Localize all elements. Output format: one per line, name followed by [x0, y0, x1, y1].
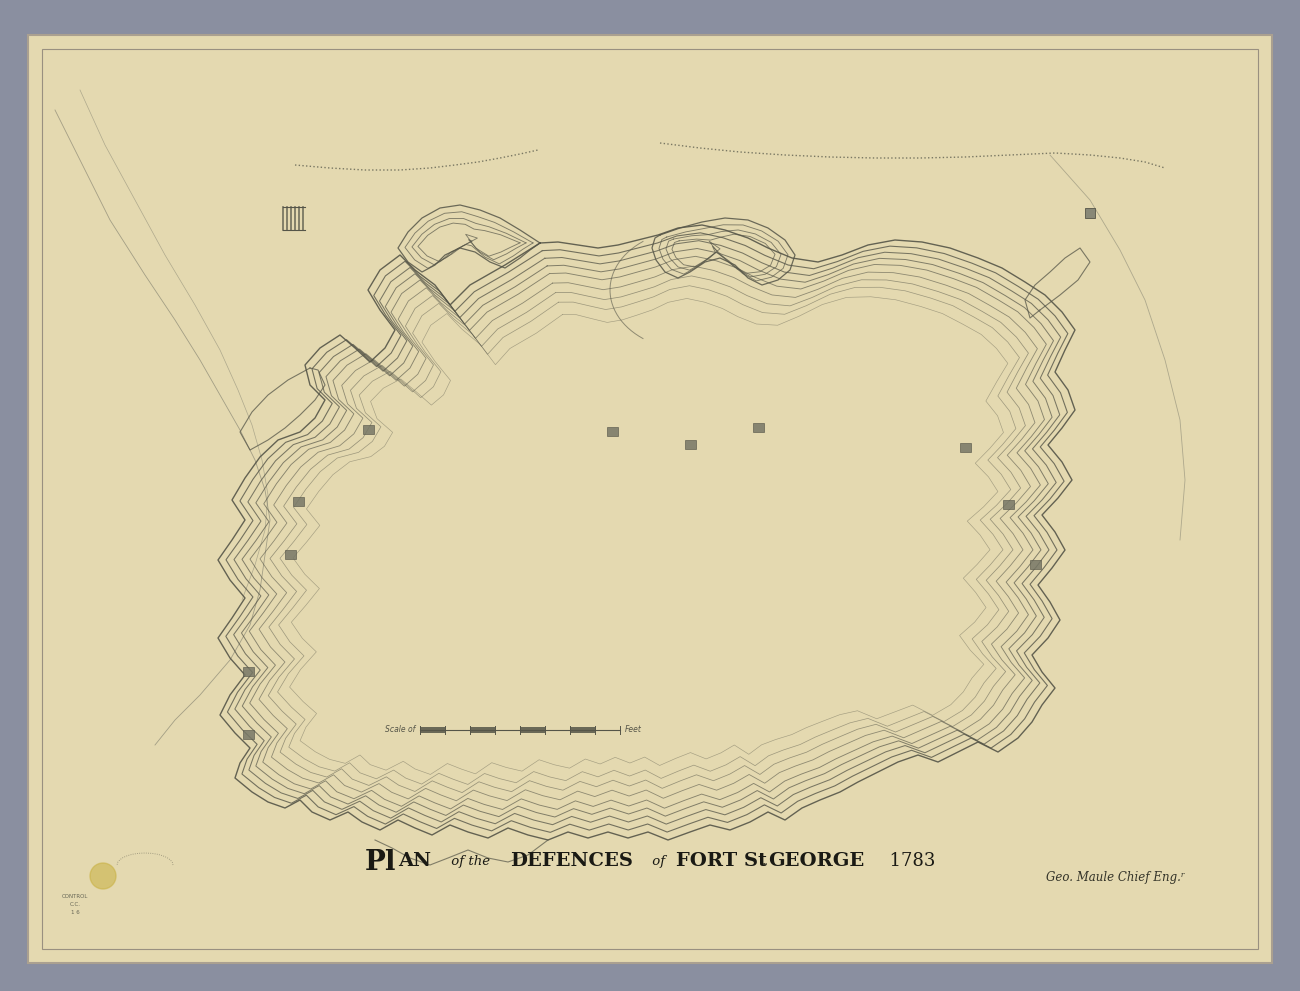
Bar: [607, 427, 618, 436]
Bar: [1086, 208, 1095, 218]
Text: Pl: Pl: [365, 848, 396, 875]
Text: AN: AN: [398, 852, 432, 870]
Text: Scale of: Scale of: [385, 725, 415, 734]
Bar: [520, 727, 545, 733]
Bar: [363, 425, 374, 434]
Text: 1 6: 1 6: [70, 910, 79, 915]
Text: CONTROL: CONTROL: [62, 894, 88, 899]
Bar: [420, 727, 445, 733]
Bar: [243, 730, 254, 739]
Text: DEFENCES: DEFENCES: [510, 852, 633, 870]
Text: C.C.: C.C.: [69, 902, 81, 907]
Bar: [569, 727, 595, 733]
Bar: [1004, 500, 1014, 509]
Text: 1783: 1783: [878, 852, 936, 870]
Text: FORT St: FORT St: [676, 852, 767, 870]
Bar: [292, 497, 304, 506]
Bar: [685, 440, 696, 449]
Text: of: of: [647, 855, 670, 868]
Text: .: .: [762, 854, 766, 868]
Text: Feet: Feet: [625, 725, 642, 734]
Bar: [243, 667, 254, 676]
Bar: [959, 443, 971, 452]
Bar: [1030, 560, 1041, 569]
Text: of the: of the: [447, 855, 494, 868]
Text: Geo. Maule Chief Eng.ʳ: Geo. Maule Chief Eng.ʳ: [1046, 870, 1186, 884]
Text: GEORGE: GEORGE: [768, 852, 864, 870]
Bar: [285, 550, 296, 559]
Bar: [753, 423, 764, 432]
Circle shape: [90, 863, 116, 889]
Bar: [471, 727, 495, 733]
